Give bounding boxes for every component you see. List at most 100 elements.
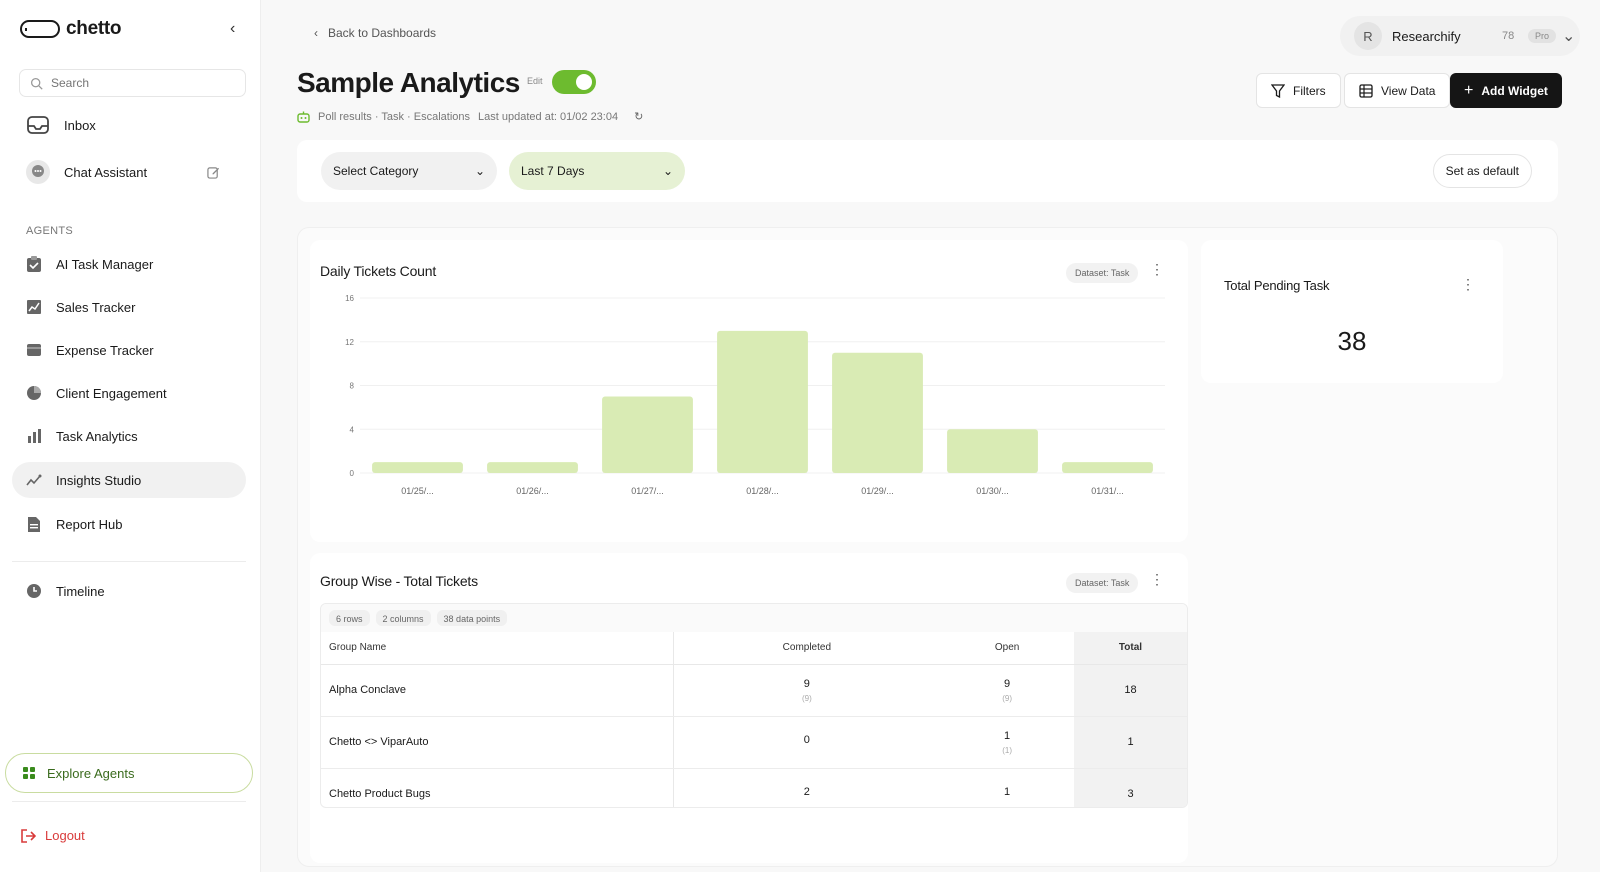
chevron-down-icon: ⌄ <box>474 164 485 178</box>
search-input[interactable] <box>51 76 221 90</box>
clock-icon <box>24 581 44 601</box>
sidebar-item-label: Inbox <box>64 117 96 133</box>
sidebar-item-label: Chat Assistant <box>64 164 148 180</box>
grid-icon <box>23 767 35 779</box>
search-box[interactable] <box>19 69 246 97</box>
agents-section-label: AGENTS <box>26 225 74 237</box>
dashboard-subline: Poll results · Task · Escalations Last u… <box>297 110 643 123</box>
brand-logo[interactable]: chetto <box>20 18 122 40</box>
collapse-sidebar-icon[interactable]: ‹ <box>230 20 236 37</box>
x-tick-label: 01/29/... <box>861 486 894 496</box>
sidebar-item-expense-tracker[interactable]: Expense Tracker <box>12 332 246 368</box>
date-range-select[interactable]: Last 7 Days ⌄ <box>509 152 685 190</box>
insights-icon <box>24 470 44 490</box>
sidebar-item-insights-studio[interactable]: Insights Studio <box>12 462 246 498</box>
view-data-button[interactable]: View Data <box>1344 73 1451 108</box>
total-cell: 18 <box>1074 664 1187 717</box>
column-header[interactable]: Total <box>1074 632 1187 665</box>
open-value: 1 <box>1004 786 1011 798</box>
last-updated: Last updated at: 01/02 23:04 <box>478 110 619 123</box>
y-tick-label: 0 <box>350 469 355 478</box>
sidebar-item-report-hub[interactable]: Report Hub <box>12 506 246 542</box>
x-tick-label: 01/26/... <box>516 486 549 496</box>
explore-agents-button[interactable]: Explore Agents <box>5 753 253 793</box>
bar <box>717 330 808 473</box>
sidebar-item-task-analytics[interactable]: Task Analytics <box>12 418 246 454</box>
inbox-icon <box>24 111 52 139</box>
table-row: Chetto <> ViparAuto 0 1 (1) 1 <box>321 716 1187 769</box>
new-chat-icon[interactable] <box>207 166 220 179</box>
date-range-value: Last 7 Days <box>521 164 585 178</box>
column-header[interactable]: Group Name <box>321 632 674 665</box>
explore-agents-label: Explore Agents <box>47 765 135 781</box>
x-tick-label: 01/30/... <box>976 486 1009 496</box>
group-table-wrapper: 6 rows 2 columns 38 data points Group Na… <box>320 603 1188 808</box>
completed-value: 2 <box>803 786 810 798</box>
y-tick-label: 12 <box>345 338 354 347</box>
category-select[interactable]: Select Category ⌄ <box>321 152 497 190</box>
group-wise-title: Group Wise - Total Tickets <box>320 573 478 589</box>
wallet-icon <box>24 340 44 360</box>
column-header[interactable]: Completed <box>673 632 941 665</box>
sidebar-item-label: Task Analytics <box>56 428 138 444</box>
table-row: Alpha Conclave 9 (9) 9 (9) 18 <box>321 664 1187 717</box>
back-to-dashboards-link[interactable]: ‹ Back to Dashboards <box>314 26 436 40</box>
logout-label: Logout <box>45 828 85 843</box>
plan-badge: Pro <box>1528 29 1557 43</box>
view-data-label: View Data <box>1381 83 1436 98</box>
filter-bar: Select Category ⌄ Last 7 Days ⌄ Set as d… <box>297 140 1558 202</box>
sidebar-item-label: Report Hub <box>56 516 123 532</box>
category-select-value: Select Category <box>333 164 419 178</box>
filters-button[interactable]: Filters <box>1256 73 1341 108</box>
pending-task-card: Total Pending Task ⋮ 38 <box>1201 240 1503 383</box>
chevron-left-icon: ‹ <box>314 26 318 40</box>
sidebar-item-label: Sales Tracker <box>56 299 136 315</box>
group-name-cell: Chetto Product Bugs <box>321 768 674 807</box>
sidebar-item-inbox[interactable]: Inbox <box>12 107 246 143</box>
credit-count: 78 <box>1502 30 1515 42</box>
y-tick-label: 8 <box>350 382 355 391</box>
sidebar-item-client-engagement[interactable]: Client Engagement <box>12 375 246 411</box>
sidebar-item-label: Expense Tracker <box>56 342 154 358</box>
logout-button[interactable]: Logout <box>20 828 85 843</box>
column-header[interactable]: Open <box>940 632 1074 665</box>
completed-cell: 9 (9) <box>673 664 941 717</box>
sidebar-item-label: Timeline <box>56 583 105 599</box>
sidebar-item-sales-tracker[interactable]: Sales Tracker <box>12 289 246 325</box>
sidebar-item-timeline[interactable]: Timeline <box>12 573 246 609</box>
account-switcher[interactable]: R Researchify 78 Pro ⌄ <box>1340 16 1580 56</box>
columns-chip: 2 columns <box>375 610 431 626</box>
group-name-cell: Chetto <> ViparAuto <box>321 716 674 769</box>
edit-mode-toggle[interactable] <box>552 70 596 94</box>
more-options-icon[interactable]: ⋮ <box>1150 571 1164 587</box>
sidebar-item-chat-assistant[interactable]: Chat Assistant <box>12 154 246 190</box>
open-cell: 1 <box>940 768 1074 807</box>
set-as-default-button[interactable]: Set as default <box>1432 154 1532 188</box>
search-icon <box>30 77 43 90</box>
filters-label: Filters <box>1293 83 1326 98</box>
open-sub-value: (9) <box>1002 693 1012 703</box>
chevron-down-icon: ⌄ <box>662 164 673 178</box>
logo-mark-icon <box>20 20 60 38</box>
logout-icon <box>21 828 36 843</box>
bar <box>372 462 463 473</box>
group-wise-card: Group Wise - Total Tickets Dataset: Task… <box>310 553 1188 863</box>
sidebar-item-ai-task-manager[interactable]: AI Task Manager <box>12 246 246 282</box>
back-label: Back to Dashboards <box>328 26 437 40</box>
open-sub-value: (1) <box>1002 745 1012 755</box>
add-widget-button[interactable]: + Add Widget <box>1450 73 1562 108</box>
brand-name: chetto <box>66 18 122 39</box>
group-table: Group Name Completed Open Total Alpha Co… <box>321 632 1187 807</box>
more-options-icon[interactable]: ⋮ <box>1461 276 1475 292</box>
sidebar: chetto ‹ Inbox Chat Assistant AGENTS AI … <box>0 0 261 872</box>
more-options-icon[interactable]: ⋮ <box>1150 261 1164 277</box>
open-cell: 9 (9) <box>940 664 1074 717</box>
x-tick-label: 01/31/... <box>1091 486 1124 496</box>
sidebar-item-label: Insights Studio <box>56 472 142 488</box>
bar <box>602 396 693 473</box>
daily-tickets-chart: 0 4 8 12 16 01/25/... 01/26/... 01/27/... 01/28/… <box>345 294 1165 496</box>
bar <box>947 429 1038 473</box>
bar <box>832 352 923 473</box>
completed-value: 0 <box>803 734 810 746</box>
refresh-icon[interactable]: ↻ <box>634 111 644 123</box>
